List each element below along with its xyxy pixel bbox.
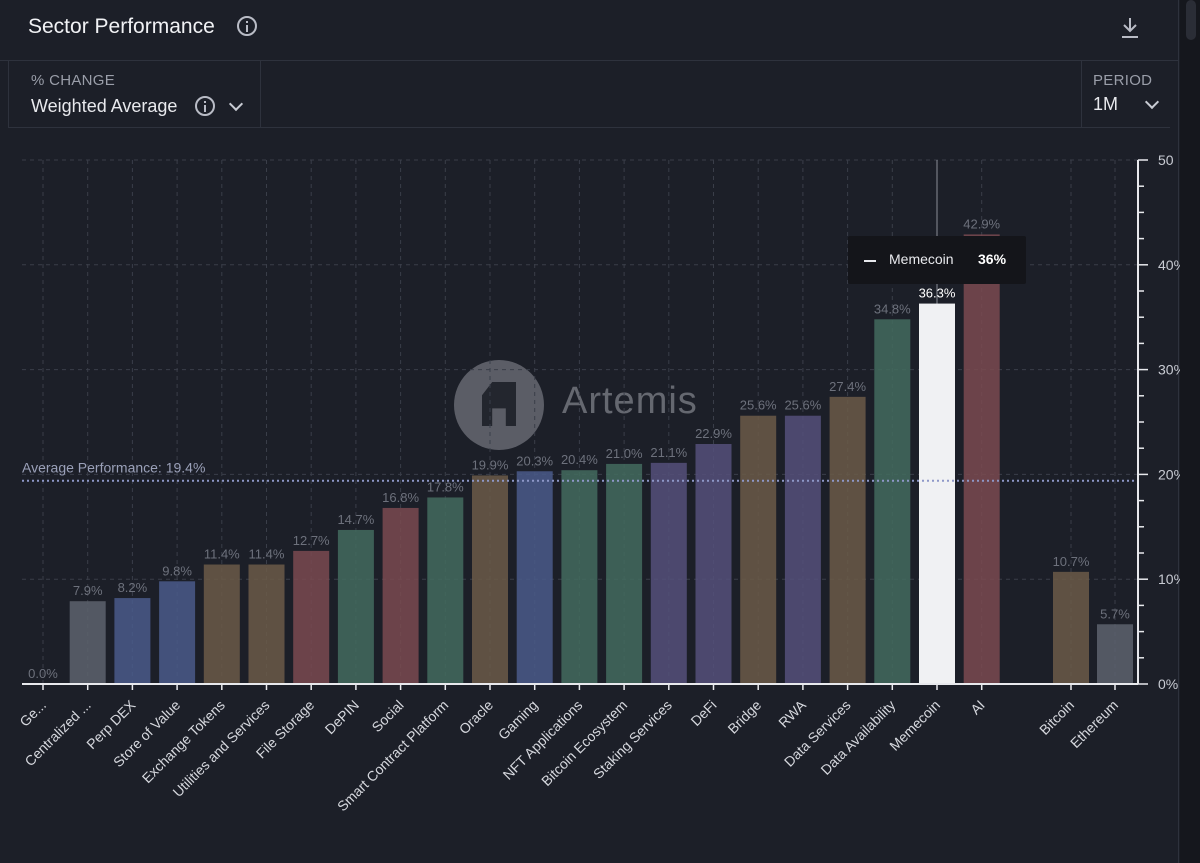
average-label: Average Performance: 19.4%: [22, 460, 205, 476]
bar-data-availability: [874, 319, 911, 684]
bar-value-label: 14.7%: [337, 512, 374, 527]
bar-ai: [963, 234, 1000, 684]
bar-bridge: [740, 415, 777, 684]
bar-utilities-and-services: [248, 564, 285, 684]
panel-header: Sector Performance: [0, 0, 1178, 61]
bar-nft-applications: [561, 470, 598, 684]
chart-tooltip: Memecoin 36%: [848, 236, 1026, 284]
y-tick-label: 50: [1158, 152, 1174, 168]
x-tick-label: Staking Services: [590, 697, 675, 782]
bar-smart-contract-platform: [427, 497, 464, 684]
bar-gaming: [516, 471, 553, 684]
artemis-watermark: Artemis: [454, 360, 754, 450]
change-selector[interactable]: % CHANGE Weighted Average: [8, 61, 261, 127]
bar-value-label: 22.9%: [695, 426, 732, 441]
x-tick-label: Bitcoin: [1036, 697, 1077, 738]
bar-value-label: 20.4%: [561, 452, 598, 467]
scrollbar-thumb[interactable]: [1186, 0, 1196, 40]
bar-value-label: 10.7%: [1053, 554, 1090, 569]
chevron-down-icon[interactable]: [1144, 94, 1160, 110]
bar-value-label: 36.3%: [919, 286, 956, 301]
bar-value-label: 25.6%: [740, 398, 777, 413]
bar-defi: [695, 444, 732, 684]
x-tick-label: RWA: [775, 696, 809, 730]
bar-value-label: 19.9%: [472, 457, 509, 472]
chart-controls: % CHANGE Weighted Average PERIOD 1M: [8, 61, 1170, 128]
tooltip-name: Memecoin: [889, 251, 954, 267]
bar-bitcoin: [1053, 571, 1089, 684]
change-value: Weighted Average: [31, 96, 178, 116]
y-tick-label: 40%: [1158, 257, 1180, 273]
bar-bitcoin-ecosystem: [606, 463, 643, 684]
bar-perp-dex: [114, 598, 151, 684]
bar-file-storage: [293, 550, 330, 684]
info-icon[interactable]: [237, 16, 257, 36]
bar-value-label: 11.4%: [249, 547, 285, 562]
bar-value-label: 11.4%: [204, 547, 240, 562]
x-tick-label: AI: [967, 697, 988, 718]
artemis-logo-icon: [454, 360, 544, 450]
bar-oracle: [472, 475, 508, 684]
bar-value-label: 16.8%: [382, 490, 419, 505]
bar-store-of-value: [159, 581, 196, 684]
bar-exchange-tokens: [203, 564, 240, 684]
period-value: 1M: [1093, 94, 1119, 114]
bar-value-label: 8.2%: [118, 580, 148, 595]
bar-value-label: 42.9%: [963, 216, 1000, 231]
x-tick-label: Oracle: [456, 697, 497, 738]
bar-rwa: [784, 415, 821, 684]
bar-value-label: 17.8%: [427, 479, 464, 494]
chevron-down-icon[interactable]: [228, 96, 244, 112]
bar-value-label: 12.7%: [293, 533, 330, 548]
bar-memecoin: [919, 303, 955, 684]
sector-bar-chart: 0.0% 7.9% 8.2% 9.8% 11.4% 11.4% 12.7% 14.7% 16.8…: [16, 152, 1180, 814]
bar-staking-services: [650, 462, 687, 684]
bar-value-label: 20.3%: [516, 453, 553, 468]
x-tick-label: Ethereum: [1067, 697, 1121, 751]
x-tick-label: NFT Applications: [500, 697, 586, 783]
info-icon[interactable]: [195, 96, 215, 116]
bar-value-label: 5.7%: [1100, 606, 1130, 621]
bar-value-label: 27.4%: [829, 379, 866, 394]
bar-depin: [337, 529, 374, 684]
x-tick-label: DePIN: [322, 697, 362, 737]
bar-centralized-: [69, 601, 106, 684]
bar-value-label: 21.1%: [650, 445, 687, 460]
page-title: Sector Performance: [28, 15, 215, 38]
change-label: % CHANGE: [31, 72, 116, 89]
bar-value-label: 7.9%: [73, 583, 103, 598]
bar-data-services: [829, 396, 866, 684]
y-tick-label: 30%: [1158, 362, 1180, 378]
x-tick-label: DeFi: [687, 697, 719, 729]
scrollbar[interactable]: [1180, 0, 1200, 863]
period-selector[interactable]: PERIOD 1M: [1081, 61, 1171, 127]
y-tick-label: 20%: [1158, 466, 1180, 482]
bar-social: [382, 507, 419, 684]
bar-value-label: 21.0%: [606, 446, 643, 461]
y-tick-label: 10%: [1158, 571, 1180, 587]
tooltip-series-marker: [864, 260, 876, 262]
bar-ethereum: [1097, 624, 1133, 684]
y-tick-label: 0%: [1158, 676, 1178, 692]
period-label: PERIOD: [1093, 72, 1153, 89]
bar-value-label: 0.0%: [28, 666, 58, 681]
x-tick-label: Exchange Tokens: [139, 697, 228, 786]
x-tick-label: Bridge: [724, 697, 764, 737]
x-tick-label: Social: [368, 697, 406, 735]
download-icon[interactable]: [1119, 16, 1141, 40]
bar-value-label: 25.6%: [784, 398, 821, 413]
bar-value-label: 9.8%: [162, 563, 192, 578]
watermark-text: Artemis: [562, 380, 698, 422]
bar-value-label: 34.8%: [874, 301, 911, 316]
tooltip-value: 36%: [978, 251, 1007, 267]
x-tick-label: Ge...: [16, 697, 49, 730]
